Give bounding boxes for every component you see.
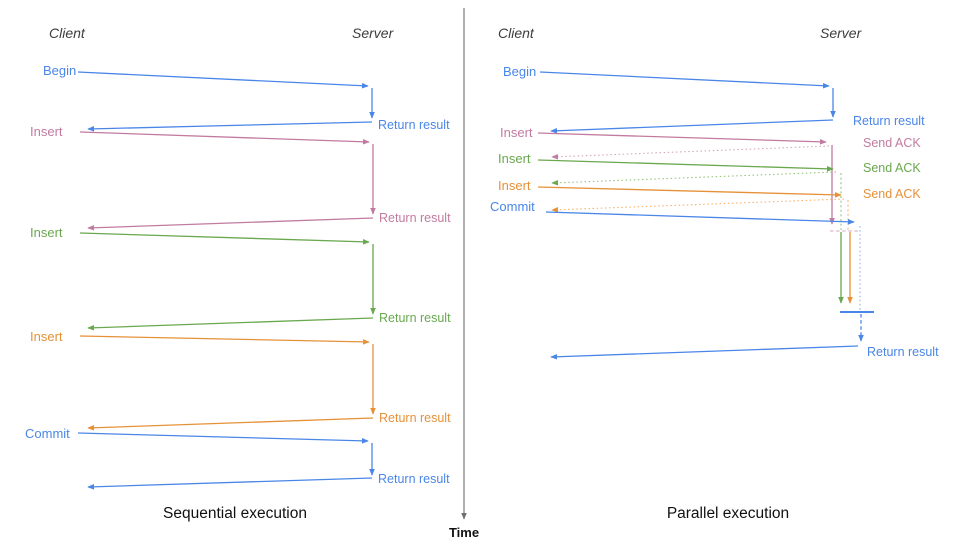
left-commit-request-arrow: [77, 432, 369, 444]
left-client-header: Client: [49, 25, 86, 41]
left-commit-response-label: Return result: [378, 472, 450, 486]
left-insert3-request-arrow: [79, 335, 370, 345]
left-commit-label: Commit: [25, 426, 70, 441]
right-insert2-request-arrow: [537, 159, 834, 172]
left-insert3-response-arrow: [87, 417, 374, 431]
right-insert3-request-arrow: [537, 186, 842, 198]
left-insert2-response-label: Return result: [379, 311, 451, 325]
left-commit-response-arrow: [87, 477, 373, 490]
left-insert1-label: Insert: [30, 124, 63, 139]
right-insert3-ack-arrow: [551, 198, 845, 213]
right-begin-label: Begin: [503, 64, 536, 79]
right-begin-response-arrow: [550, 119, 834, 134]
right-server-header: Server: [820, 25, 863, 41]
left-insert2-request-arrow: [79, 232, 370, 245]
sequential-caption: Sequential execution: [163, 505, 307, 522]
right-op-insert2: Insert Send ACK: [498, 151, 921, 304]
right-insert3-label: Insert: [498, 178, 531, 193]
left-insert1-response-arrow: [87, 217, 374, 231]
right-op-insert3: Insert Send ACK: [498, 178, 921, 304]
right-begin-response-label: Return result: [853, 114, 925, 128]
time-axis: Time: [449, 8, 479, 540]
left-server-header: Server: [352, 25, 395, 41]
parallel-panel: Client Server Begin Return result Insert…: [490, 25, 939, 522]
left-op-commit: Commit Return result: [25, 426, 450, 490]
left-insert2-response-arrow: [87, 317, 374, 331]
left-insert3-label: Insert: [30, 329, 63, 344]
left-begin-response-label: Return result: [378, 118, 450, 132]
left-insert1-response-label: Return result: [379, 211, 451, 225]
left-op-begin: Begin Return result: [43, 63, 450, 132]
right-insert2-ack-label: Send ACK: [863, 161, 921, 175]
right-commit-response-label: Return result: [867, 345, 939, 359]
right-insert2-ack-arrow: [551, 171, 837, 186]
right-commit-response-arrow: [550, 345, 859, 360]
left-insert2-label: Insert: [30, 225, 63, 240]
right-insert2-label: Insert: [498, 151, 531, 166]
right-insert1-ack-arrow: [551, 145, 830, 160]
left-op-insert3: Insert Return result: [30, 329, 451, 431]
left-op-insert2: Insert Return result: [30, 225, 451, 331]
left-begin-label: Begin: [43, 63, 76, 78]
right-insert1-ack-label: Send ACK: [863, 136, 921, 150]
right-op-commit: Commit Return result: [490, 199, 939, 360]
time-axis-label: Time: [449, 525, 479, 540]
left-op-insert1: Insert Return result: [30, 124, 451, 231]
left-insert3-response-label: Return result: [379, 411, 451, 425]
right-insert1-label: Insert: [500, 125, 533, 140]
right-insert3-ack-label: Send ACK: [863, 187, 921, 201]
left-begin-request-arrow: [77, 71, 369, 89]
right-op-begin: Begin Return result: [503, 64, 925, 134]
right-op-insert1: Insert Send ACK: [500, 125, 921, 232]
right-begin-request-arrow: [539, 71, 830, 89]
right-commit-request-arrow: [545, 211, 855, 225]
left-begin-response-arrow: [87, 121, 373, 132]
left-insert1-request-arrow: [79, 131, 370, 145]
sequential-panel: Client Server Begin Return result Insert…: [25, 25, 451, 522]
parallel-caption: Parallel execution: [667, 505, 789, 522]
right-client-header: Client: [498, 25, 535, 41]
right-commit-label: Commit: [490, 199, 535, 214]
right-insert1-request-arrow: [537, 132, 827, 145]
